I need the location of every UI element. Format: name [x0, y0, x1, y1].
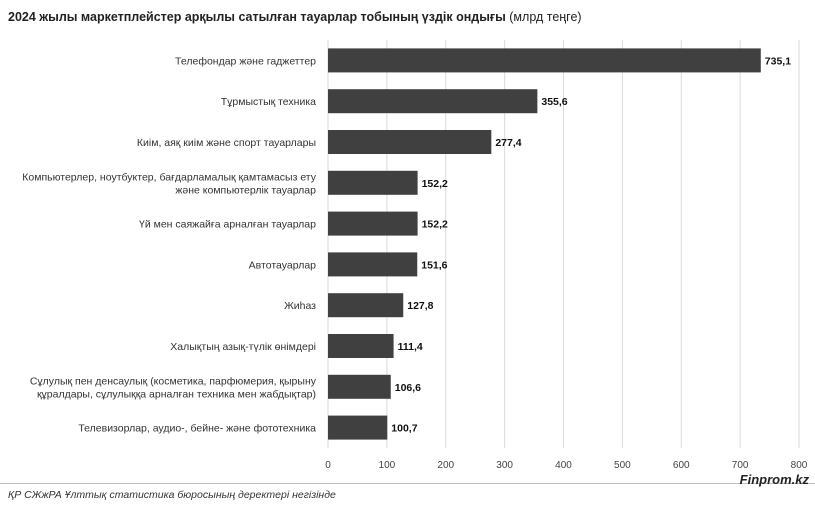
category-label-9: Сұлулық пен денсаулық (косметика, парфюм… — [30, 375, 317, 400]
value-label-5: 152,2 — [422, 219, 448, 231]
x-tick-label-500: 500 — [614, 460, 631, 471]
category-label-line: Телевизорлар, аудио-, бейне- және фототе… — [78, 423, 316, 435]
x-tick-label-0: 0 — [325, 460, 331, 471]
bar-chart: Телефондар және гаджеттер Тұрмыстық техни… — [22, 40, 808, 471]
category-label-10: Телевизорлар, аудио-, бейне- және фототе… — [78, 423, 316, 435]
value-labels: 735,1 355,6 277,4 152,2 152,2 151,6 127,8 111,4… — [391, 55, 791, 434]
category-label-8: Халықтың азық-түлік өнімдері — [170, 341, 316, 353]
category-label-3: Киім, аяқ киім және спорт тауарлары — [137, 137, 316, 149]
value-label-1: 735,1 — [765, 55, 791, 67]
bar-6 — [328, 252, 418, 277]
value-label-7: 127,8 — [407, 300, 433, 312]
value-label-3: 277,4 — [495, 137, 521, 149]
category-label-line: Телефондар және гаджеттер — [175, 55, 316, 67]
x-tick-label-100: 100 — [379, 460, 396, 471]
value-label-9: 106,6 — [395, 382, 421, 394]
category-label-7: Жиһаз — [284, 300, 316, 312]
value-label-10: 100,7 — [391, 423, 417, 435]
chart-title-main: 2024 жылы маркетплейстер арқылы сатылған… — [8, 10, 506, 24]
bar-5 — [328, 211, 418, 236]
bar-8 — [328, 334, 394, 358]
x-tick-label-400: 400 — [555, 460, 572, 471]
bar-4 — [328, 170, 418, 195]
bar-3 — [328, 130, 492, 154]
value-label-2: 355,6 — [541, 96, 567, 108]
category-label-line: құралдары, сұлулыққа арналған техника ме… — [37, 388, 316, 400]
brand-logo-text: Finprom.kz — [739, 472, 809, 487]
value-label-6: 151,6 — [421, 259, 447, 271]
category-label-6: Автотауарлар — [249, 259, 316, 271]
x-tick-label-300: 300 — [496, 460, 513, 471]
value-label-8: 111,4 — [398, 341, 423, 353]
category-label-2: Тұрмыстық техника — [221, 96, 316, 108]
chart-title: 2024 жылы маркетплейстер арқылы сатылған… — [8, 10, 582, 24]
category-label-line: Компьютерлер, ноутбуктер, бағдарламалық … — [22, 171, 316, 183]
category-label-line: Киім, аяқ киім және спорт тауарлары — [137, 137, 316, 149]
x-tick-label-700: 700 — [732, 460, 749, 471]
category-label-line: Халықтың азық-түлік өнімдері — [170, 341, 316, 353]
value-label-4: 152,2 — [422, 178, 448, 190]
category-label-line: Сұлулық пен денсаулық (косметика, парфюм… — [30, 375, 317, 387]
bars — [328, 48, 761, 440]
bar-9 — [328, 374, 391, 399]
x-axis-ticks: 0 100 200 300 400 500 600 700 800 — [325, 460, 808, 471]
category-label-5: Үй мен саяжайға арналған тауарлар — [139, 219, 316, 231]
bar-10 — [328, 415, 388, 440]
category-label-line: Автотауарлар — [249, 259, 316, 271]
bar-2 — [328, 89, 538, 114]
x-tick-label-600: 600 — [673, 460, 690, 471]
source-note: ҚР СЖжРА Ұлттық статистика бюросының дер… — [8, 489, 336, 501]
category-label-line: Үй мен саяжайға арналған тауарлар — [139, 219, 316, 231]
x-tick-label-800: 800 — [791, 460, 808, 471]
category-label-line: және компьютерлік тауарлар — [175, 184, 316, 196]
chart-title-unit: (млрд теңге) — [509, 10, 582, 24]
category-label-4: Компьютерлер, ноутбуктер, бағдарламалық … — [22, 171, 316, 196]
category-label-1: Телефондар және гаджеттер — [175, 55, 316, 67]
bar-7 — [328, 293, 404, 318]
category-label-line: Жиһаз — [284, 300, 316, 312]
category-label-line: Тұрмыстық техника — [221, 96, 316, 108]
x-tick-label-200: 200 — [437, 460, 454, 471]
category-labels: Телефондар және гаджеттер Тұрмыстық техни… — [22, 55, 316, 434]
footer-divider — [0, 483, 815, 484]
bar-1 — [328, 48, 761, 73]
